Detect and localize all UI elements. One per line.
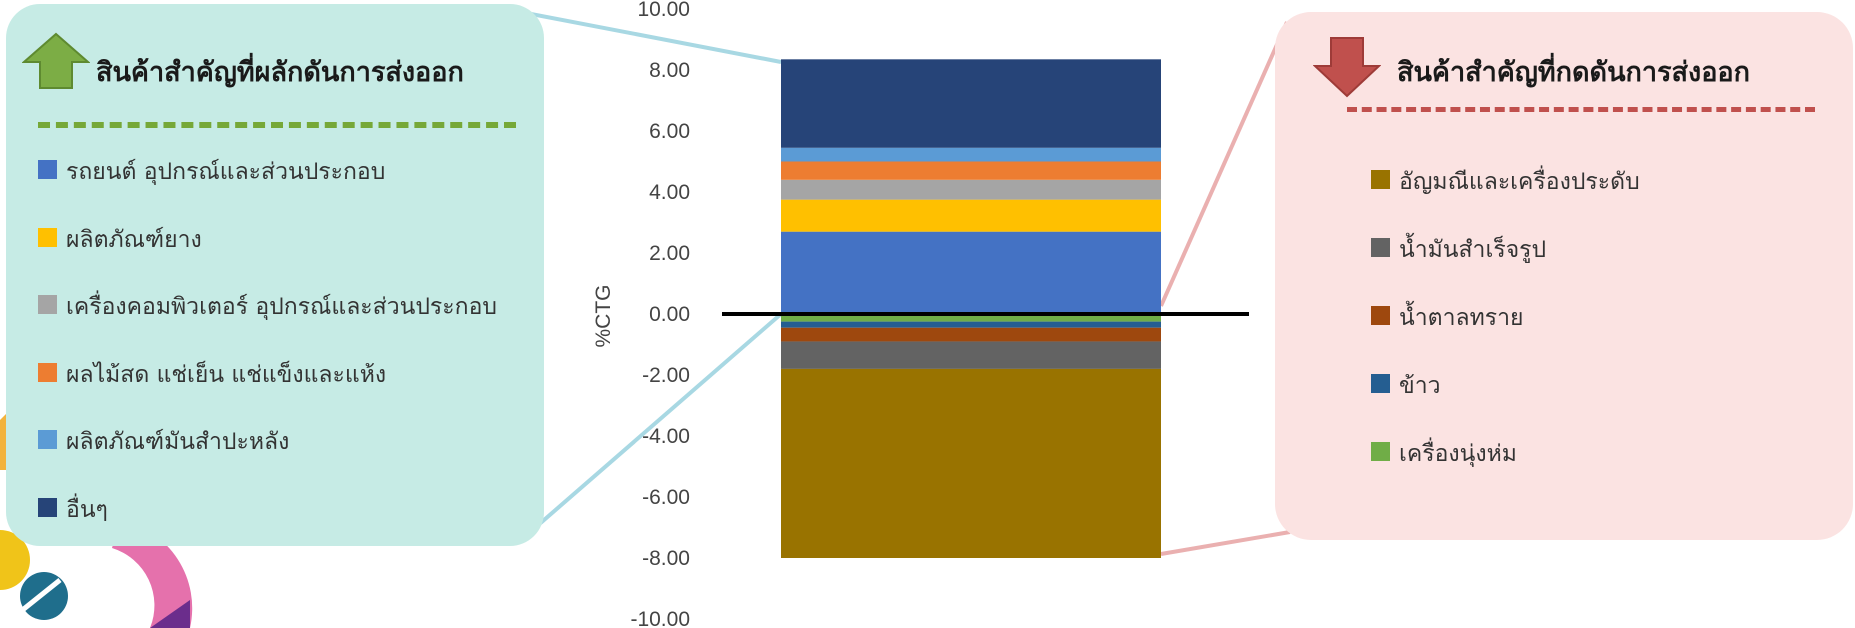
legend-swatch xyxy=(38,430,57,449)
left-panel-divider xyxy=(38,122,516,128)
y-tick-label: 0.00 xyxy=(649,303,690,326)
y-tick-label: 2.00 xyxy=(649,242,690,265)
legend-label: ผลไม้สด แช่เย็น แช่แข็งและแห้ง xyxy=(66,361,387,388)
y-axis-title: %CTG xyxy=(592,285,615,348)
y-tick-label: 4.00 xyxy=(649,181,690,204)
legend-label: อื่นๆ xyxy=(66,496,108,523)
connector-line-right-top xyxy=(1159,21,1289,307)
bar-segments xyxy=(781,59,1161,558)
legend-swatch xyxy=(38,160,57,179)
up-arrow-icon xyxy=(22,32,90,89)
bar-segment-positive-1 xyxy=(781,199,1161,232)
bar-segment-positive-4 xyxy=(781,147,1161,162)
legend-label: น้ำตาลทราย xyxy=(1399,305,1524,331)
legend-label: รถยนต์ อุปกรณ์และส่วนประกอบ xyxy=(66,159,386,185)
y-tick-label: -8.00 xyxy=(642,547,690,570)
y-tick-label: 10.00 xyxy=(637,0,690,21)
y-axis-ticks: 10.00 8.00 6.00 4.00 2.00 0.00 -2.00 -4.00 -6.00… xyxy=(630,0,690,628)
bar-segment-positive-2 xyxy=(781,179,1161,200)
legend-swatch xyxy=(38,497,57,517)
legend-label: อัญมณีและเครื่องประดับ xyxy=(1399,169,1640,195)
legend-label: เครื่องคอมพิวเตอร์ อุปกรณ์และส่วนประกอบ xyxy=(66,294,497,320)
legend-label: ผลิตภัณฑ์มันสำปะหลัง xyxy=(66,429,290,455)
legend-swatch xyxy=(1371,238,1390,257)
legend-label: น้ำมันสำเร็จรูป xyxy=(1399,237,1547,263)
legend-swatch xyxy=(1371,374,1390,393)
legend-label: ข้าว xyxy=(1399,373,1441,399)
legend-label: ผลิตภัณฑ์ยาง xyxy=(66,226,202,253)
legend-swatch xyxy=(38,227,57,247)
legend-swatch xyxy=(38,362,57,382)
right-legend-panel: สินค้าสำคัญที่กดดันการส่งออก อัญมณีและเค… xyxy=(1275,12,1853,540)
bar-segment-negative-0 xyxy=(781,314,1161,322)
y-tick-label: -10.00 xyxy=(630,608,690,628)
connector-line-right-bottom xyxy=(1160,530,1291,556)
bar-segment-positive-3 xyxy=(781,161,1161,180)
right-panel-title: สินค้าสำคัญที่กดดันการส่งออก xyxy=(1397,57,1750,88)
legend-swatch xyxy=(1371,306,1390,325)
left-panel-title: สินค้าสำคัญที่ผลักดันการส่งออก xyxy=(96,57,464,88)
connector-line-left-top xyxy=(499,6,782,64)
right-panel-divider xyxy=(1347,107,1815,112)
y-tick-label: 8.00 xyxy=(649,59,690,82)
bar-segment-positive-0 xyxy=(781,231,1161,314)
bar-segment-negative-1 xyxy=(781,321,1161,328)
y-tick-label: -4.00 xyxy=(642,425,690,448)
legend-label: เครื่องนุ่งห่ม xyxy=(1399,441,1517,467)
bar-segment-negative-3 xyxy=(781,341,1161,369)
y-tick-label: 6.00 xyxy=(649,120,690,143)
bar-segment-negative-4 xyxy=(781,368,1161,558)
legend-swatch xyxy=(1371,442,1390,461)
y-tick-label: -6.00 xyxy=(642,486,690,509)
down-arrow-icon xyxy=(1313,37,1381,98)
bar-segment-positive-5 xyxy=(781,59,1161,148)
bar-segment-negative-2 xyxy=(781,327,1161,342)
left-legend-panel: สินค้าสำคัญที่ผลักดันการส่งออก รถยนต์ อุ… xyxy=(6,4,544,546)
legend-swatch xyxy=(1371,170,1390,189)
connector-line-left-bottom xyxy=(519,312,783,542)
y-tick-label: -2.00 xyxy=(642,364,690,387)
legend-swatch xyxy=(38,295,57,314)
